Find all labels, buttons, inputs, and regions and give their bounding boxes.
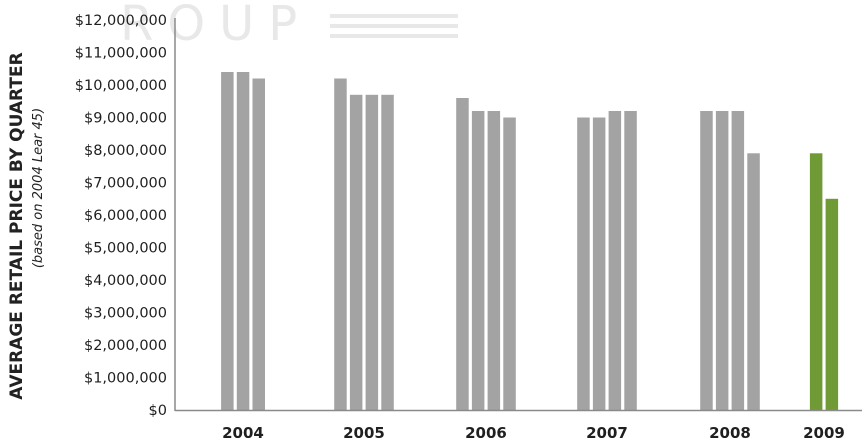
x-tick-label: 2007 bbox=[586, 424, 628, 442]
y-tick-label: $5,000,000 bbox=[84, 241, 167, 257]
bar-2007-q4 bbox=[624, 111, 637, 410]
bar-2009-q2 bbox=[825, 198, 839, 410]
watermark-bar bbox=[330, 34, 458, 38]
x-tick-label: 2005 bbox=[343, 424, 385, 442]
y-tick-label: $0 bbox=[149, 403, 167, 419]
y-tick-label: $12,000,000 bbox=[75, 13, 167, 29]
bar-2007-q2 bbox=[592, 117, 606, 410]
bar-2005-q2 bbox=[349, 94, 363, 411]
bar-2006-q2 bbox=[471, 111, 485, 410]
bar-2004-q2 bbox=[236, 72, 250, 410]
watermark-bar bbox=[330, 14, 458, 18]
bar-2007-q1 bbox=[577, 117, 590, 410]
bar-2008-q1 bbox=[700, 111, 713, 410]
bar-2008-q2 bbox=[715, 111, 729, 410]
bar-2004-q1 bbox=[221, 72, 234, 410]
watermark: ROUP bbox=[120, 0, 311, 52]
x-tick-label: 2008 bbox=[709, 424, 751, 442]
y-tick-label: $8,000,000 bbox=[84, 143, 167, 159]
bar-2006-q1 bbox=[456, 98, 469, 410]
x-tick-label: 2009 bbox=[803, 424, 845, 442]
y-tick-label: $2,000,000 bbox=[84, 338, 167, 354]
y-tick-label: $4,000,000 bbox=[84, 273, 167, 289]
bar-2006-q3 bbox=[487, 111, 501, 410]
y-tick-label: $11,000,000 bbox=[75, 46, 167, 62]
y-tick-label: $1,000,000 bbox=[84, 371, 167, 387]
bar-2008-q4 bbox=[747, 153, 760, 411]
y-axis-label: AVERAGE RETAIL PRICE BY QUARTER bbox=[7, 52, 27, 399]
watermark-bar bbox=[330, 24, 458, 28]
y-tick-label: $10,000,000 bbox=[75, 78, 167, 94]
y-axis-sublabel: (based on 2004 Lear 45) bbox=[31, 108, 46, 268]
x-tick-label: 2004 bbox=[222, 424, 264, 442]
bar-2005-q4 bbox=[381, 94, 394, 411]
bar-2008-q3 bbox=[731, 111, 745, 410]
y-tick-label: $3,000,000 bbox=[84, 306, 167, 322]
y-tick-label: $7,000,000 bbox=[84, 176, 167, 192]
bar-2004-q3 bbox=[252, 78, 265, 410]
bar-2005-q3 bbox=[365, 94, 379, 411]
x-tick-label: 2006 bbox=[465, 424, 507, 442]
bar-2005-q1 bbox=[334, 78, 347, 410]
y-tick-label: $6,000,000 bbox=[84, 208, 167, 224]
bar-2006-q4 bbox=[503, 117, 516, 410]
bar-2007-q3 bbox=[608, 111, 622, 410]
bar-2009-q1 bbox=[809, 153, 823, 411]
y-tick-label: $9,000,000 bbox=[84, 111, 167, 127]
